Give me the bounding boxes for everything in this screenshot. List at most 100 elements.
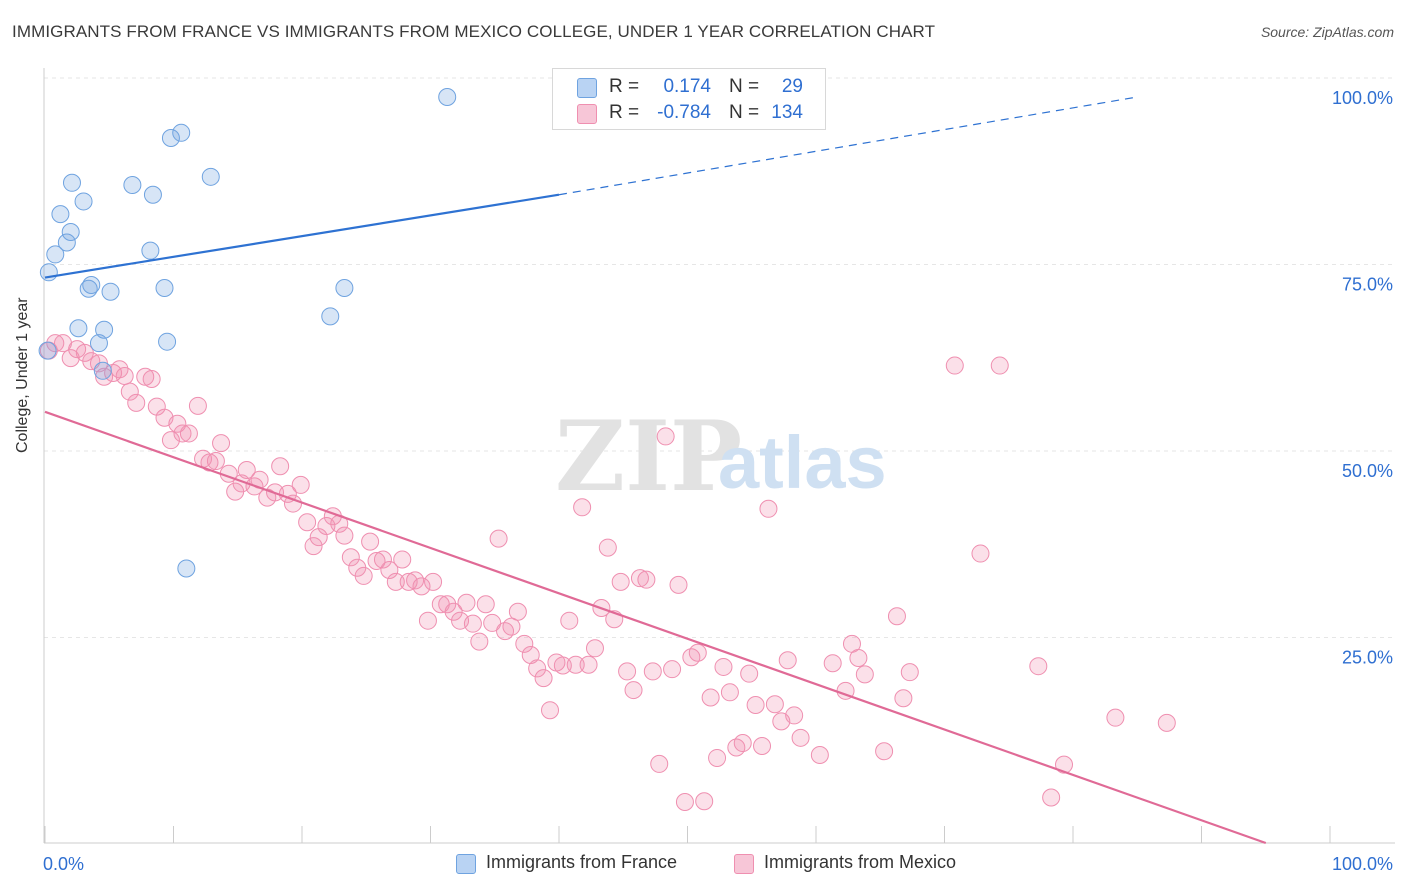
france-point [438,88,457,106]
france-points [38,88,457,578]
source-label: Source: ZipAtlas.com [1260,24,1394,40]
mexico-point [585,639,604,658]
france-swatch [577,78,597,98]
mexico-point [528,659,547,678]
france-point [74,192,93,211]
france-point [177,559,196,578]
mexico-point [656,427,675,446]
mexico-point [335,526,354,545]
france-legend-label: Immigrants from France [486,852,678,872]
mexico-point [393,550,412,569]
mexico-point [849,648,868,667]
mexico-point [534,669,553,688]
mexico-point [271,457,290,476]
mexico-point [553,656,572,675]
mexico-point [212,434,231,453]
y-axis-label: College, Under 1 year [14,297,31,453]
mexico-point [341,548,360,567]
mexico-point [990,356,1009,375]
chart-title: IMMIGRANTS FROM FRANCE VS IMMIGRANTS FRO… [12,22,936,41]
trendlines [44,96,1267,845]
mexico-point [179,424,198,443]
legend-france-r: 0.174 [663,76,711,97]
mexico-point [669,575,688,594]
mexico-point [127,393,146,412]
gridlines [44,77,1395,638]
legend-mexico-r: -0.784 [657,102,711,123]
mexico-point [618,662,637,681]
mexico-point [508,602,527,621]
mexico-point [688,643,707,662]
mexico-point [354,566,373,585]
mexico-point [168,414,187,433]
legend-n-label: N = [729,76,760,97]
mexico-point [188,396,207,415]
mexico-point [304,537,323,556]
mexico-point [418,611,437,630]
mexico-point [765,695,784,714]
mexico-point [438,595,457,614]
mexico-point [1157,713,1176,732]
france-point [321,307,340,326]
france-point [89,334,108,353]
france-point [93,361,112,380]
watermark: ZIP atlas [555,400,887,513]
x-tick-label-max: 100.0% [1332,854,1393,874]
mexico-point [701,688,720,707]
legend-france-n: 29 [781,76,803,97]
france-point [82,275,101,294]
mexico-point [759,499,778,518]
mexico-point [598,538,617,557]
mexico-point [457,593,476,612]
mexico-point [900,663,919,682]
mexico-point [875,742,894,761]
france-point [335,278,354,297]
france-point [38,341,57,360]
france-point [161,129,180,148]
mexico-point [463,614,482,633]
y-tick-label: 100.0% [1332,88,1393,108]
y-tick-label: 25.0% [1342,648,1393,668]
mexico-point [855,665,874,684]
mexico-point [887,607,906,626]
france-point [51,205,70,224]
mexico-point [720,683,739,702]
france-point [62,173,81,192]
mexico-point [810,745,829,764]
mexico-point [424,572,443,591]
france-point [95,320,114,339]
mexico-point [714,657,733,676]
mexico-point [637,570,656,589]
mexico-point [630,569,649,588]
mexico-point [361,532,380,551]
mexico-point [298,513,317,532]
mexico-point [1106,708,1125,727]
mexico-point [785,706,804,725]
x-tick-label-min: 0.0% [43,854,84,874]
mexico-point [367,552,386,571]
mexico-point [746,695,765,714]
france-point [123,176,142,195]
mexico-point [161,431,180,450]
mexico-point [483,613,502,632]
legend-r-label: R = [609,102,640,123]
mexico-point [142,369,161,388]
mexico-point [1055,755,1074,774]
mexico-point [573,498,592,517]
france-point [69,319,88,338]
mexico-point [115,367,134,386]
france-point [155,278,174,297]
mexico-legend-label: Immigrants from Mexico [764,852,957,872]
mexico-point [120,382,139,401]
france-point [39,263,58,282]
france-point [46,245,65,264]
france-legend-swatch [456,854,476,874]
mexico-point [566,655,585,674]
mexico-swatch [577,104,597,124]
mexico-point [650,754,669,773]
mexico-point [95,367,114,386]
mexico-point [470,632,489,651]
y-tick-label: 75.0% [1342,275,1393,295]
france-point [61,223,80,242]
mexico-point [1042,788,1061,807]
